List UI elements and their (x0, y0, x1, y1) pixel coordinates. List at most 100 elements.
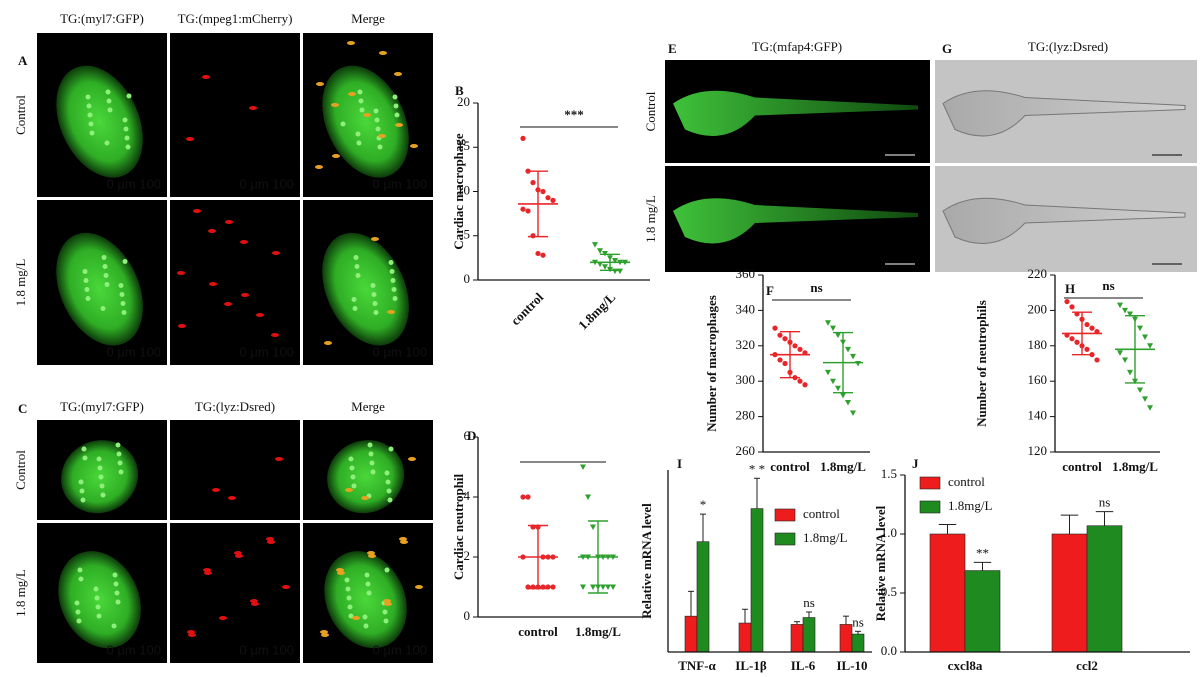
bar (684, 615, 698, 653)
data-point (525, 208, 531, 214)
data-point (1122, 307, 1128, 314)
data-point (1127, 311, 1133, 317)
nucleus (107, 107, 113, 113)
nucleus (391, 287, 397, 292)
data-point (535, 250, 541, 257)
nucleus (85, 296, 91, 301)
cell (241, 293, 249, 297)
bar (839, 624, 853, 653)
nucleus (347, 604, 353, 610)
y-tick-label: 280 (736, 408, 756, 423)
nucleus (373, 108, 379, 114)
y-tick-label: 10 (457, 182, 470, 197)
cell (316, 82, 324, 86)
column-caption: TG:(myl7:GFP) (60, 399, 144, 414)
data-point (1117, 350, 1123, 356)
nucleus (77, 567, 83, 573)
cell (315, 165, 323, 169)
data-point (590, 584, 596, 590)
cell (408, 457, 416, 461)
y-axis-label: Number of neutrophils (974, 300, 989, 427)
x-tick-label: control (508, 289, 547, 328)
nucleus (377, 144, 383, 150)
y-tick-label: 0 (464, 271, 471, 286)
scale-label: 0 μm 100 (240, 344, 294, 359)
y-axis-label: Relative mRNA level (873, 505, 888, 621)
nucleus (353, 255, 359, 260)
cell (204, 571, 212, 575)
data-point (610, 584, 616, 590)
cell (249, 106, 257, 110)
cell (235, 554, 243, 558)
data-point (1117, 302, 1123, 309)
nucleus (120, 301, 126, 306)
cell (367, 551, 375, 555)
bar (696, 541, 710, 653)
data-point (540, 188, 546, 195)
nucleus (362, 614, 368, 620)
row-label: Control (643, 91, 658, 131)
scale-label: 0 μm 100 (107, 176, 161, 191)
legend-swatch (919, 500, 941, 514)
row-label: 1.8 mg/L (13, 569, 28, 617)
nucleus (370, 283, 376, 288)
micrograph (170, 420, 300, 520)
y-tick-label: 320 (736, 337, 756, 352)
x-tick-label: IL-10 (836, 658, 867, 673)
nucleus (392, 296, 398, 301)
heart (327, 440, 405, 514)
significance-label: ns (1099, 495, 1111, 510)
y-axis-label: Relative mRNA level (639, 503, 654, 619)
cell (177, 271, 185, 275)
x-tick-label: 1.8mg/L (575, 289, 618, 332)
nucleus (99, 483, 105, 489)
nucleus (83, 278, 89, 283)
nucleus (393, 103, 399, 109)
cell (331, 103, 339, 107)
significance-label: *** (564, 107, 584, 122)
nucleus (394, 112, 400, 118)
y-axis-label: Cardiac neutrophil (451, 473, 466, 580)
nucleus (116, 451, 122, 457)
data-point (840, 392, 846, 399)
scale-label: 0 μm 100 (373, 176, 427, 191)
heart (56, 65, 143, 178)
y-tick-label: 200 (1028, 301, 1048, 316)
cell (320, 630, 328, 634)
data-point (520, 494, 526, 500)
cell (363, 113, 371, 117)
nucleus (388, 260, 394, 265)
x-tick-label: TNF-α (678, 658, 716, 673)
nucleus (86, 103, 92, 109)
cell (348, 92, 356, 96)
nucleus (354, 264, 360, 269)
cell (224, 302, 232, 306)
data-point (540, 252, 546, 258)
cell (275, 457, 283, 461)
data-point (772, 325, 778, 331)
legend-swatch (774, 532, 796, 546)
data-point (592, 242, 598, 248)
bar (738, 622, 752, 653)
larva (673, 198, 918, 244)
row-label: Control (13, 450, 28, 490)
larva (942, 197, 1186, 244)
data-point (1084, 346, 1090, 352)
nucleus (371, 292, 377, 297)
y-tick-label: 340 (736, 301, 756, 316)
nucleus (348, 456, 354, 462)
x-tick-label: control (1062, 459, 1102, 474)
nucleus (345, 586, 351, 592)
nucleus (125, 144, 131, 150)
nucleus (102, 264, 108, 269)
nucleus (100, 492, 106, 498)
nucleus (94, 595, 100, 601)
cell (193, 209, 201, 213)
data-point (1074, 339, 1080, 345)
data-point (1142, 396, 1148, 402)
nucleus (88, 121, 94, 127)
data-point (797, 346, 803, 352)
nucleus (78, 479, 84, 485)
row-label: 1.8 mg/L (13, 259, 28, 307)
micrograph (170, 200, 300, 365)
